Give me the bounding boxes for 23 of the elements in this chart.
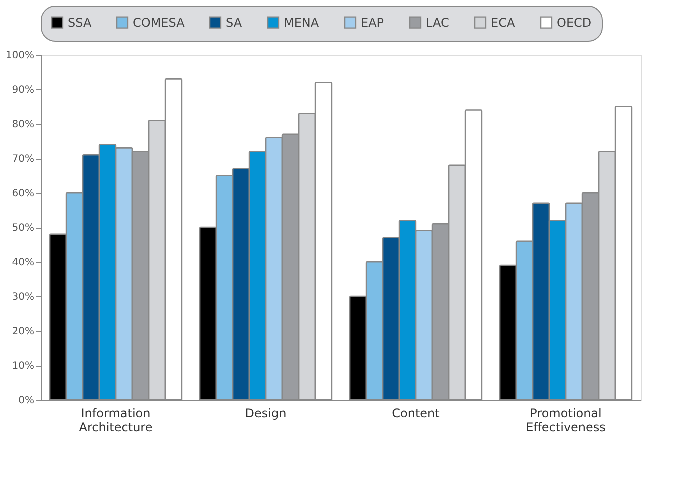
y-tick-label: 80% — [12, 120, 34, 130]
y-tick-label: 60% — [12, 188, 34, 200]
x-tick-label: Design — [245, 406, 287, 420]
y-tick-label: 50% — [12, 223, 34, 234]
legend-label: SSA — [68, 16, 92, 30]
x-tick-label: Promotional Effectiveness — [526, 406, 606, 434]
x-tick-label: Information Architecture — [79, 406, 153, 434]
y-tick-label: 10% — [12, 361, 34, 372]
y-tick-label: 30% — [12, 292, 34, 303]
legend-label: SA — [226, 16, 243, 30]
legend-label: LAC — [426, 16, 450, 30]
y-tick-label: 20% — [12, 326, 34, 338]
legend-label: MENA — [284, 16, 320, 30]
y-tick-label: 70% — [12, 154, 34, 165]
y-tick-label: 100% — [6, 50, 34, 62]
x-tick-label: Content — [392, 406, 440, 420]
legend-label: ECA — [491, 16, 516, 30]
y-tick-label: 90% — [12, 85, 34, 96]
legend-label: COMESA — [133, 16, 186, 30]
legend-label: EAP — [361, 16, 384, 30]
y-tick-label: 40% — [12, 258, 34, 268]
y-tick-label: 0% — [18, 396, 34, 406]
legend-label: OECD — [557, 16, 592, 30]
